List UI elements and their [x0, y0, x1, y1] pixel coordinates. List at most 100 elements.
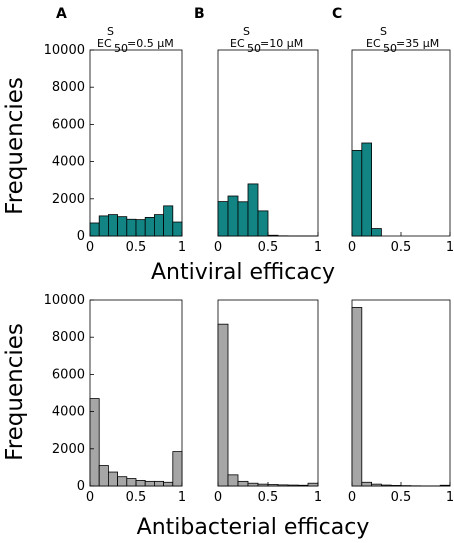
- histogram-bar: [361, 142, 372, 237]
- histogram-bar: [287, 484, 299, 487]
- histogram-bar: [371, 483, 382, 487]
- y-tick-label: 2000: [52, 442, 85, 457]
- histogram-bar: [227, 474, 239, 487]
- ec50-label-b: S EC 50 =10 μM: [230, 25, 303, 55]
- x-tick-label: 0: [86, 490, 94, 505]
- plot-antiviral-c: 0 0.5 1: [348, 49, 454, 255]
- x-tick-label: 1: [178, 240, 186, 255]
- histogram-bar: [351, 307, 363, 487]
- ec50-sub: 50: [383, 42, 397, 55]
- y-tick-label: 4000: [52, 155, 85, 170]
- histogram-bar: [351, 150, 363, 237]
- x-tick-label: 0.5: [126, 490, 147, 505]
- histogram-bar: [217, 201, 229, 237]
- panel-letter-b: B: [194, 6, 205, 22]
- histogram-bar: [267, 234, 279, 237]
- x-tick-label: 0: [214, 490, 222, 505]
- ec50-sub: 50: [247, 42, 261, 55]
- plot-antibacterial-c: 0 0.5 1: [348, 299, 454, 505]
- y-tick-label: 8000: [52, 330, 85, 345]
- histogram-bar: [361, 481, 372, 487]
- x-tick-label: 0.5: [258, 240, 279, 255]
- ec50-base: EC: [97, 37, 112, 50]
- histogram-bar: [153, 480, 164, 487]
- histogram-bar: [307, 482, 319, 487]
- x-tick-label: 0.5: [391, 240, 412, 255]
- y-tick-label: 4000: [52, 405, 85, 420]
- histogram-bar: [98, 215, 109, 237]
- y-axis-label-top: Frequencies: [2, 77, 28, 215]
- histogram-bar: [126, 478, 137, 487]
- ec50-base: EC: [366, 37, 381, 50]
- histogram-bar: [237, 201, 249, 237]
- x-axis-label-antiviral: Antiviral efficacy: [151, 260, 335, 285]
- histogram-bar: [163, 205, 174, 237]
- x-tick-label: 0.5: [391, 490, 412, 505]
- y-tick-label: 10000: [44, 43, 85, 58]
- x-tick-label: 1: [446, 240, 454, 255]
- plot-antiviral-b: 0 0.5 1: [214, 49, 322, 255]
- x-tick-label: 0: [348, 240, 356, 255]
- histogram-bar: [227, 195, 239, 237]
- y-tick-label: 2000: [52, 192, 85, 207]
- ec50-sup: S: [380, 25, 387, 38]
- y-tick-label: 0: [77, 229, 85, 244]
- x-tick-label: 1: [314, 490, 322, 505]
- plot-frame: [351, 299, 451, 487]
- histogram-bar: [89, 398, 100, 487]
- x-tick-label: 0: [348, 490, 356, 505]
- plot-antibacterial-a: 0 0.5 1 0 2000 4000 6000 8000 10000: [44, 293, 187, 505]
- histogram-bar: [135, 480, 146, 487]
- histogram-bar: [371, 228, 382, 237]
- x-tick-label: 0: [214, 240, 222, 255]
- histogram-bar: [172, 451, 183, 487]
- ec50-label-c: S EC 50 =35 μM: [366, 25, 439, 55]
- x-axis-label-antibacterial: Antibacterial efficacy: [137, 515, 370, 540]
- histogram-bar: [144, 216, 155, 237]
- histogram-bar: [297, 484, 309, 487]
- y-tick-label: 6000: [52, 367, 85, 382]
- histogram-bar: [277, 484, 289, 487]
- ec50-label-a: S EC 50 =0.5 μM: [97, 25, 174, 55]
- x-tick-label: 0.5: [258, 490, 279, 505]
- x-tick-label: 0.5: [126, 240, 147, 255]
- histogram-bar: [144, 480, 155, 487]
- histogram-bar: [267, 484, 279, 487]
- histogram-bar: [126, 218, 137, 237]
- x-tick-label: 1: [178, 490, 186, 505]
- histogram-bar: [390, 485, 402, 487]
- y-axis-label-bottom: Frequencies: [2, 323, 28, 461]
- histogram-bar: [108, 471, 119, 487]
- histogram-bar: [135, 219, 146, 237]
- histogram-bar: [117, 216, 128, 237]
- x-tick-label: 1: [314, 240, 322, 255]
- ec50-base: EC: [230, 37, 245, 50]
- histogram-bar: [172, 221, 183, 237]
- histogram-bar: [153, 214, 164, 237]
- histogram-bar: [89, 222, 100, 237]
- histogram-bar: [217, 323, 229, 487]
- plot-frame: [217, 299, 319, 487]
- histogram-bar: [108, 214, 119, 237]
- histogram-bar: [163, 481, 174, 487]
- histogram-bar: [257, 483, 269, 487]
- panel-letter-a: A: [56, 6, 67, 22]
- x-tick-label: 0: [86, 240, 94, 255]
- plot-frame: [89, 299, 183, 487]
- x-tick-label: 1: [446, 490, 454, 505]
- plot-antibacterial-b: 0 0.5 1: [214, 299, 322, 505]
- histogram-bar: [439, 484, 451, 487]
- ec50-value: =10 μM: [260, 37, 303, 50]
- plot-antiviral-a: 0 0.5 1 0 2000 4000 6000 8000 10000: [44, 43, 187, 255]
- y-tick-label: 8000: [52, 80, 85, 95]
- histogram-bar: [117, 476, 128, 487]
- histogram-bar: [257, 210, 269, 237]
- ec50-value: =0.5 μM: [127, 37, 174, 50]
- ec50-sub: 50: [114, 42, 128, 55]
- histogram-bar: [98, 465, 109, 487]
- histogram-bar: [237, 480, 249, 487]
- histogram-bar: [380, 484, 392, 487]
- y-tick-label: 10000: [44, 293, 85, 308]
- y-tick-label: 6000: [52, 117, 85, 132]
